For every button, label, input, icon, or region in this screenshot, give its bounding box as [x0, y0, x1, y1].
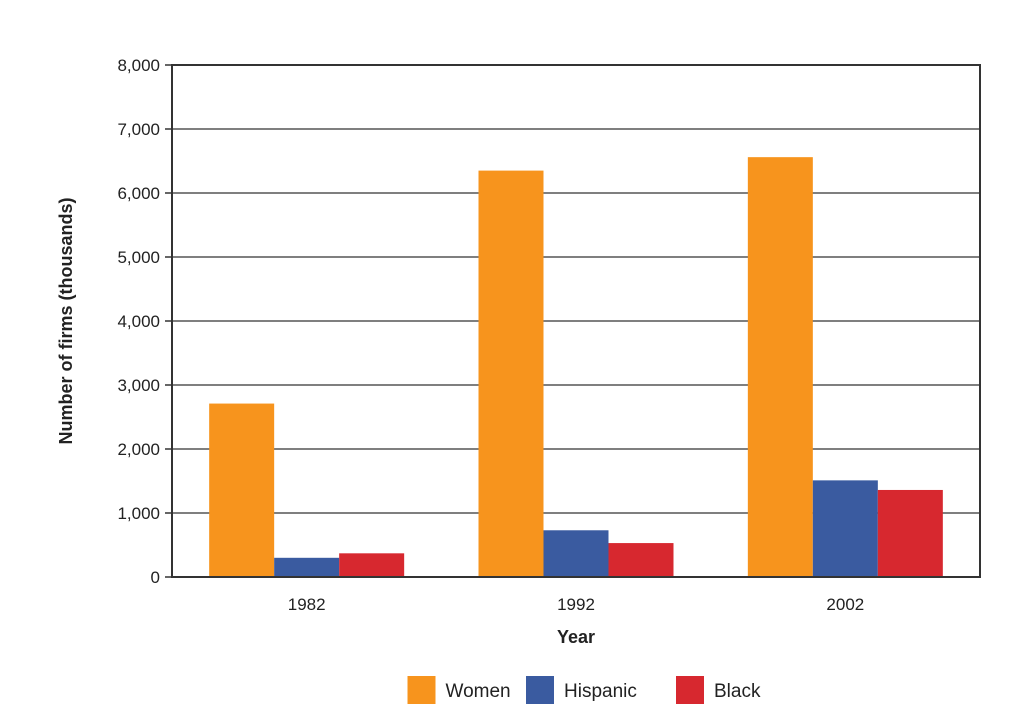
- y-tick-label: 4,000: [117, 312, 160, 331]
- bar-women-1992: [478, 170, 544, 577]
- y-axis-title: Number of firms (thousands): [56, 197, 76, 444]
- y-tick-label: 8,000: [117, 56, 160, 75]
- legend-label-black: Black: [714, 681, 761, 702]
- x-tick-labels: 1982 1992 2002: [288, 595, 864, 614]
- y-tick-labels: 0 1,000 2,000 3,000 4,000 5,000 6,000 7,000 8,00…: [117, 56, 172, 587]
- bar-hispanic-1992: [543, 530, 609, 577]
- legend-swatch-hispanic: [526, 676, 554, 704]
- legend-label-hispanic: Hispanic: [564, 681, 637, 702]
- y-tick-label: 2,000: [117, 440, 160, 459]
- y-tick-label: 6,000: [117, 184, 160, 203]
- y-tick-label: 3,000: [117, 376, 160, 395]
- y-tick-label: 7,000: [117, 120, 160, 139]
- y-tick-label: 1,000: [117, 504, 160, 523]
- x-tick-label: 1992: [557, 595, 595, 614]
- bar-black-1982: [339, 553, 405, 577]
- x-axis-title: Year: [557, 627, 595, 647]
- legend-label-women: Women: [446, 681, 511, 702]
- bars: [209, 157, 943, 577]
- bar-black-2002: [877, 489, 943, 577]
- legend-swatch-women: [407, 676, 436, 704]
- bar-hispanic-2002: [812, 480, 878, 577]
- x-tick-label: 2002: [826, 595, 864, 614]
- gridlines: [172, 128, 980, 514]
- bar-women-2002: [747, 157, 813, 577]
- y-tick-label: 0: [151, 568, 160, 587]
- y-tick-label: 5,000: [117, 248, 160, 267]
- legend: Women Hispanic Black: [407, 676, 761, 704]
- bar-black-1992: [608, 543, 674, 577]
- legend-swatch-black: [676, 676, 704, 704]
- x-tick-label: 1982: [288, 595, 326, 614]
- bar-hispanic-1982: [274, 557, 340, 577]
- bar-women-1982: [209, 403, 275, 577]
